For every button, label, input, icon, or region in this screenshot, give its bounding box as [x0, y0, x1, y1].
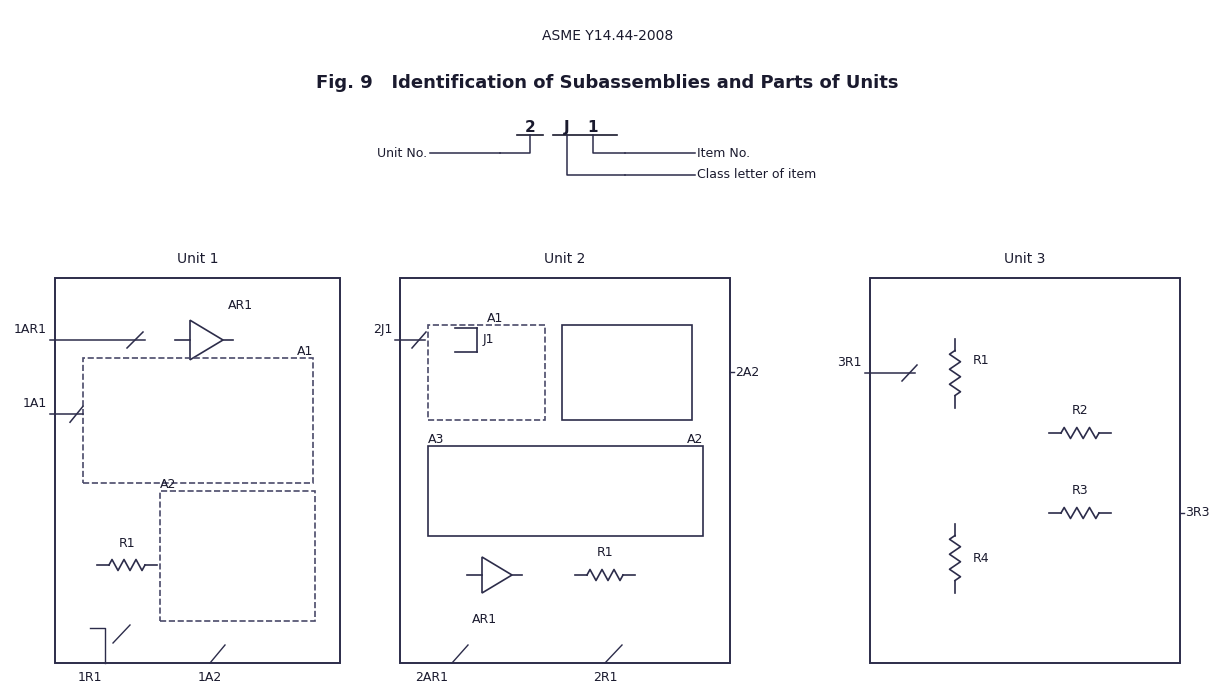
Text: J: J — [564, 120, 570, 135]
Text: 2J1: 2J1 — [373, 323, 392, 336]
Text: A1: A1 — [296, 345, 313, 358]
Text: 1A2: 1A2 — [198, 671, 222, 684]
Text: 1AR1: 1AR1 — [15, 323, 47, 336]
Text: 3R3: 3R3 — [1185, 507, 1209, 519]
Text: R1: R1 — [119, 537, 135, 550]
Text: 2: 2 — [525, 120, 536, 135]
Text: R3: R3 — [1072, 484, 1089, 497]
Text: 2AR1: 2AR1 — [416, 671, 448, 684]
Text: R1: R1 — [597, 546, 614, 559]
Text: 1: 1 — [588, 120, 598, 135]
Text: AR1: AR1 — [471, 613, 497, 626]
Text: Unit 1: Unit 1 — [176, 252, 219, 266]
Text: A3: A3 — [428, 433, 445, 446]
Text: Unit No.: Unit No. — [377, 147, 426, 160]
Text: Class letter of item: Class letter of item — [697, 168, 816, 181]
Text: 1R1: 1R1 — [78, 671, 102, 684]
Text: R1: R1 — [973, 355, 990, 368]
Text: Unit 3: Unit 3 — [1005, 252, 1046, 266]
Text: A2: A2 — [686, 433, 703, 446]
Text: 1A1: 1A1 — [23, 397, 47, 410]
Text: J1: J1 — [484, 334, 495, 346]
Text: R2: R2 — [1072, 404, 1089, 417]
Text: AR1: AR1 — [228, 299, 253, 312]
Text: 3R1: 3R1 — [837, 356, 861, 369]
Text: R4: R4 — [973, 551, 990, 565]
Text: Unit 2: Unit 2 — [544, 252, 586, 266]
Text: ASME Y14.44-2008: ASME Y14.44-2008 — [542, 29, 673, 43]
Text: 2A2: 2A2 — [735, 366, 759, 379]
Text: 2R1: 2R1 — [593, 671, 617, 684]
Text: A1: A1 — [486, 312, 503, 325]
Text: Fig. 9   Identification of Subassemblies and Parts of Units: Fig. 9 Identification of Subassemblies a… — [316, 74, 899, 92]
Text: A2: A2 — [160, 478, 176, 491]
Text: Item No.: Item No. — [697, 147, 750, 160]
